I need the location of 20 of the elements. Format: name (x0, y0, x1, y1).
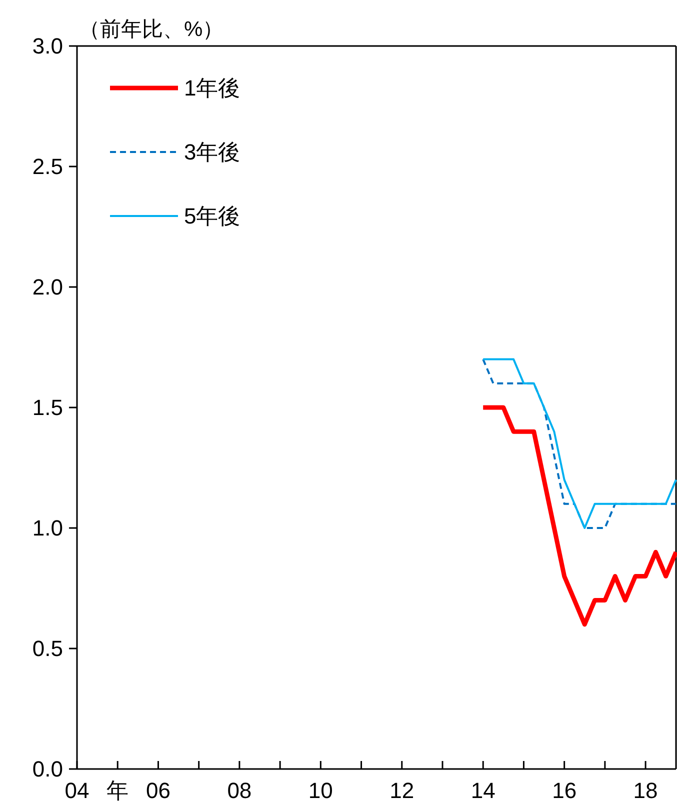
x-tick-label: 06 (146, 778, 170, 803)
y-axis-title: （前年比、%） (79, 18, 224, 41)
x-tick-label: 04 (64, 778, 90, 803)
y-tick-label: 1.5 (32, 395, 63, 420)
y-tick-label: 3.0 (32, 34, 63, 59)
y-tick-label: 1.0 (32, 516, 63, 541)
legend-label: 1年後 (184, 76, 240, 101)
y-tick-label: 2.0 (32, 274, 63, 300)
x-tick-label: 14 (470, 778, 496, 803)
legend-label: 3年後 (184, 140, 240, 165)
x-tick-label: 年 (106, 778, 129, 803)
x-tick-label: 12 (390, 778, 414, 803)
x-tick-label: 08 (227, 778, 252, 803)
x-tick-label: 16 (552, 778, 577, 803)
x-tick-label: 18 (633, 778, 658, 803)
y-tick-label: 2.5 (32, 154, 63, 180)
legend-label: 5年後 (184, 204, 240, 229)
y-tick-label: 0.5 (32, 636, 63, 662)
x-tick-label: 10 (308, 778, 333, 803)
y-tick-label: 0.0 (32, 756, 63, 782)
